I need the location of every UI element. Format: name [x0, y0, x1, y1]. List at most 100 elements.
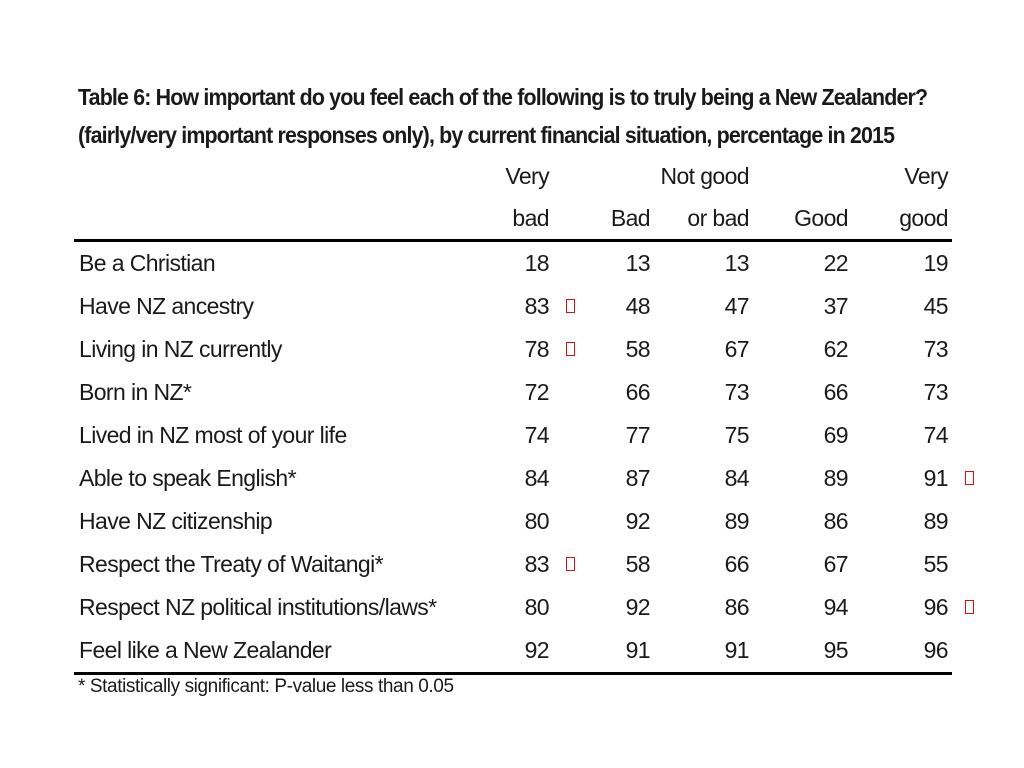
significance-marker-icon: [566, 299, 575, 313]
cell-value: 78: [524, 336, 550, 362]
cell-value: 91: [724, 637, 750, 663]
cell-value: 45: [923, 293, 949, 319]
cell-value: 72: [524, 379, 550, 405]
cell-value: 91: [923, 465, 949, 491]
table-row: Lived in NZ most of your life 74 77 75 69 74: [74, 414, 952, 457]
data-table: Very Not good Very bad Bad or bad Good g…: [74, 155, 974, 675]
cell-value: 89: [923, 508, 949, 534]
cell-value: 66: [823, 379, 849, 405]
value-cell: 89: [852, 500, 952, 543]
cell-value: 66: [724, 551, 750, 577]
significance-marker-icon: [965, 471, 974, 485]
value-cell: 73: [852, 371, 952, 414]
value-cell: 86: [654, 586, 753, 629]
cell-value: 58: [625, 551, 651, 577]
cell-value: 62: [823, 336, 849, 362]
cell-value: 67: [823, 551, 849, 577]
value-cell: 22: [753, 241, 852, 286]
cell-value: 94: [823, 594, 849, 620]
value-cell: 96: [852, 586, 974, 629]
cell-value: 47: [724, 293, 750, 319]
cell-value: 95: [823, 637, 849, 663]
cell-value: 19: [923, 250, 949, 276]
header-cell: [74, 155, 454, 197]
cell-value: 74: [524, 422, 550, 448]
header-row-bottom: bad Bad or bad Good good: [74, 197, 952, 242]
cell-value: 92: [524, 637, 550, 663]
row-label: Feel like a New Zealander: [74, 629, 454, 675]
cell-value: 84: [524, 465, 550, 491]
value-cell: 13: [654, 241, 753, 286]
table-row: Have NZ ancestry 83 48 47 37 45: [74, 285, 952, 328]
value-cell: 73: [852, 328, 952, 371]
header-cell: good: [852, 197, 952, 242]
value-cell: 77: [553, 414, 654, 457]
row-label: Born in NZ*: [79, 379, 192, 405]
value-cell: 87: [553, 457, 654, 500]
table-row: Able to speak English* 84 87 84 89 91: [74, 457, 974, 500]
cell-value: 73: [724, 379, 750, 405]
cell-value: 89: [823, 465, 849, 491]
value-cell: 75: [654, 414, 753, 457]
row-label: Have NZ ancestry: [79, 293, 254, 319]
value-cell: 94: [753, 586, 852, 629]
header-cell: Very: [505, 163, 549, 189]
title-line-1: Table 6: How important do you feel each …: [78, 84, 928, 110]
value-cell: 62: [753, 328, 852, 371]
header-row-top: Very Not good Very: [74, 155, 952, 197]
cell-value: 22: [823, 250, 849, 276]
header-cell: Good: [753, 197, 852, 242]
value-cell: 89: [753, 457, 852, 500]
cell-value: 18: [524, 250, 550, 276]
value-cell: 72: [454, 371, 553, 414]
table-row: Feel like a New Zealander 92 91 91 95 96: [74, 629, 952, 675]
value-cell: 74: [454, 414, 553, 457]
header-cell: Bad: [553, 197, 654, 242]
value-cell: 84: [654, 457, 753, 500]
cell-value: 89: [724, 508, 750, 534]
cell-value: 75: [724, 422, 750, 448]
table-row: Living in NZ currently 78 58 67 62 73: [74, 328, 952, 371]
cell-value: 74: [923, 422, 949, 448]
value-cell: 37: [753, 285, 852, 328]
table-row: Respect NZ political institutions/laws* 8…: [74, 586, 974, 629]
value-cell: 58: [553, 543, 654, 586]
cell-value: 92: [625, 594, 651, 620]
footnote: * Statistically significant: P-value les…: [78, 676, 454, 697]
value-cell: 66: [654, 543, 753, 586]
value-cell: 84: [454, 457, 553, 500]
value-cell: 89: [654, 500, 753, 543]
cell-value: 80: [524, 594, 550, 620]
value-cell: 91: [553, 629, 654, 675]
value-cell: 67: [654, 328, 753, 371]
value-cell: 73: [654, 371, 753, 414]
row-label: Able to speak English*: [79, 465, 297, 491]
cell-value: 73: [923, 379, 949, 405]
row-label: Be a Christian: [79, 250, 216, 276]
row-label: Respect the Treaty of Waitangi*: [79, 551, 384, 577]
value-cell: 80: [454, 586, 553, 629]
value-cell: 48: [553, 285, 654, 328]
table-row: Respect the Treaty of Waitangi* 83 58 66 67 5…: [74, 543, 952, 586]
value-cell: 92: [553, 586, 654, 629]
header-cell: [553, 155, 654, 197]
cell-value: 83: [524, 293, 550, 319]
value-cell: 67: [753, 543, 852, 586]
cell-value: 83: [524, 551, 550, 577]
header-cell: [753, 155, 852, 197]
value-cell: 74: [852, 414, 952, 457]
cell-value: 13: [724, 250, 750, 276]
value-cell: 80: [454, 500, 553, 543]
cell-value: 86: [724, 594, 750, 620]
value-cell: 18: [454, 241, 553, 286]
cell-value: 66: [625, 379, 651, 405]
value-cell: 83: [454, 285, 575, 328]
header-cell: [74, 197, 454, 242]
cell-value: 86: [823, 508, 849, 534]
cell-value: 77: [625, 422, 651, 448]
value-cell: 91: [654, 629, 753, 675]
cell-value: 58: [625, 336, 651, 362]
row-label: Living in NZ currently: [79, 336, 282, 362]
header-cell: or bad: [654, 197, 753, 242]
cell-value: 55: [923, 551, 949, 577]
